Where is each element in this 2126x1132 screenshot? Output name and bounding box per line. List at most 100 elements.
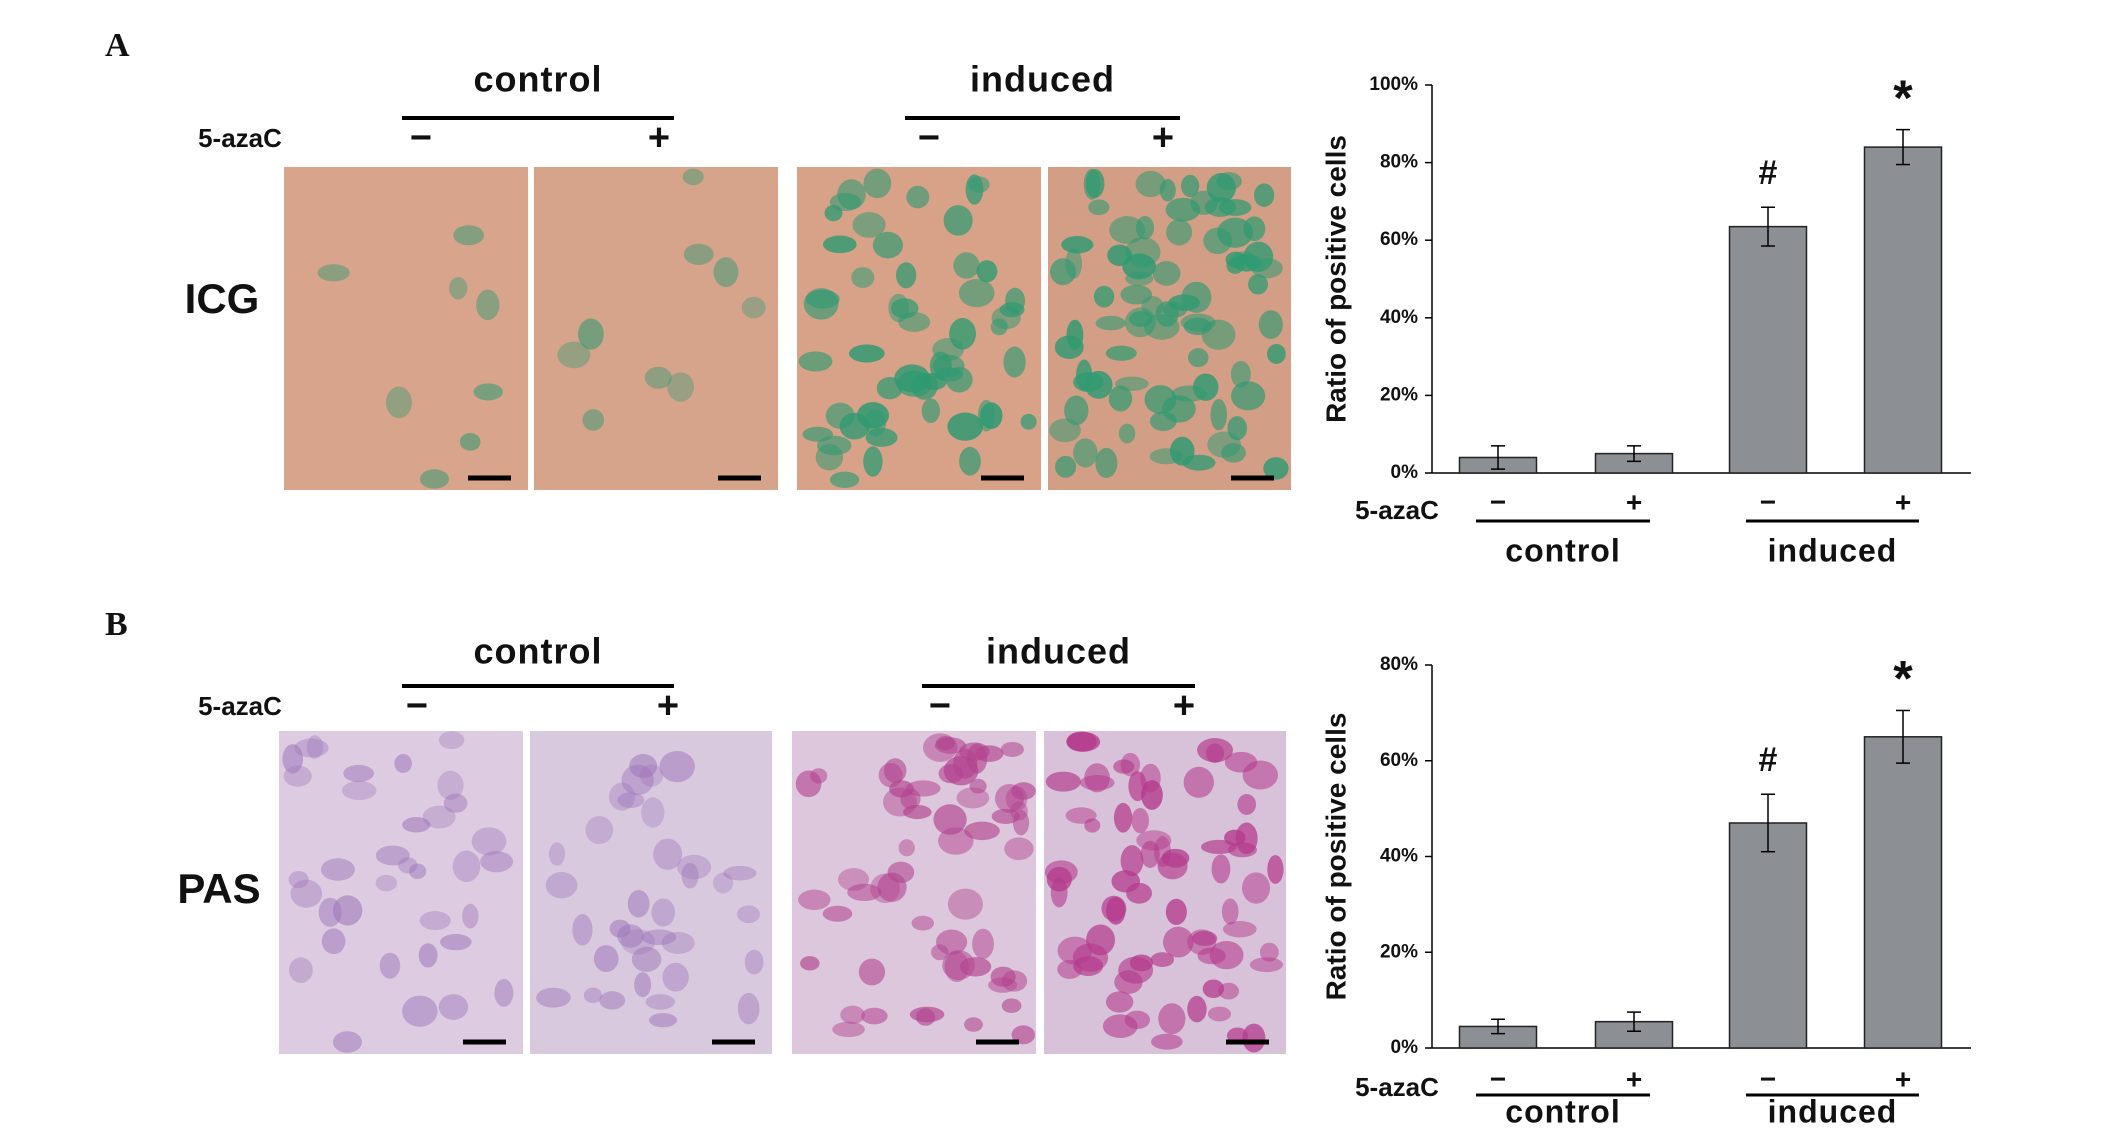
cell	[1011, 782, 1036, 800]
cell	[1083, 168, 1101, 200]
cell	[1241, 872, 1271, 904]
y-tick-label: 0%	[1391, 1037, 1419, 1058]
cell	[712, 872, 734, 894]
cell	[1210, 398, 1228, 431]
sign-label: −	[918, 117, 940, 159]
cell	[898, 839, 915, 857]
y-tick-label: 20%	[1380, 941, 1418, 962]
cell	[1050, 877, 1068, 908]
cell	[935, 735, 955, 751]
bar	[1863, 146, 1943, 474]
cell	[634, 972, 652, 998]
cell	[379, 952, 401, 979]
cell	[822, 905, 853, 922]
cell	[1003, 346, 1026, 378]
cell	[991, 808, 1020, 824]
cell	[1084, 763, 1110, 793]
treatment-label: 5-azaC	[198, 123, 282, 153]
cell	[958, 279, 995, 308]
bar	[1728, 822, 1808, 1049]
cell	[1143, 314, 1180, 340]
x-tick-label: +	[1895, 486, 1911, 517]
micrograph	[792, 731, 1036, 1054]
cell	[453, 225, 485, 246]
cell	[832, 1021, 865, 1038]
cell	[332, 1031, 362, 1053]
cell	[1230, 381, 1266, 411]
cell	[1118, 423, 1136, 444]
cell	[1249, 957, 1284, 973]
cell	[1125, 237, 1161, 267]
cell	[1225, 251, 1247, 268]
cell	[419, 911, 451, 931]
sign-label: −	[406, 685, 428, 727]
cell	[375, 874, 398, 892]
group-label: control	[1505, 1093, 1620, 1129]
cell	[438, 731, 465, 749]
sign-label: +	[1173, 685, 1195, 727]
cell	[959, 742, 990, 761]
cell	[1206, 173, 1236, 203]
cell	[282, 744, 304, 774]
cell	[653, 838, 683, 870]
cell	[1207, 1006, 1232, 1022]
y-tick-label: 20%	[1380, 384, 1418, 405]
cell	[1165, 197, 1201, 222]
x-tick-label: +	[1626, 1063, 1642, 1094]
cell	[872, 231, 903, 259]
cell	[408, 863, 427, 879]
cell	[649, 1013, 678, 1028]
cell	[911, 915, 935, 931]
cell	[317, 264, 350, 282]
cell	[959, 957, 992, 977]
cell	[609, 919, 631, 938]
cell	[744, 949, 764, 975]
significance-mark: #	[1759, 154, 1778, 192]
cell	[1113, 802, 1133, 833]
cell	[443, 793, 468, 813]
cell	[306, 735, 324, 759]
cell	[471, 827, 507, 856]
cell	[629, 754, 658, 779]
cell	[933, 804, 967, 835]
cell	[1064, 395, 1089, 426]
cell	[1120, 845, 1144, 877]
cell	[1141, 780, 1163, 810]
cell	[1183, 766, 1214, 798]
cell	[1205, 743, 1225, 764]
group-label: control	[1505, 532, 1620, 568]
micrograph	[279, 731, 523, 1054]
cell	[795, 770, 822, 798]
cell	[915, 1008, 936, 1026]
cell	[1192, 373, 1219, 401]
cell	[1151, 1033, 1183, 1050]
cell	[480, 851, 514, 873]
cell	[837, 179, 866, 210]
cell	[572, 914, 593, 946]
cell	[683, 243, 714, 265]
cell	[1211, 854, 1231, 884]
cell	[585, 816, 614, 845]
cell	[440, 933, 472, 951]
cell	[1001, 998, 1022, 1013]
cell	[667, 372, 694, 402]
cell	[863, 168, 892, 199]
cell	[473, 383, 503, 401]
cell	[906, 185, 930, 209]
cell	[1207, 431, 1242, 458]
y-axis-label: Ratio of positive cells	[1320, 713, 1351, 1001]
cell	[852, 212, 886, 238]
x-tick-label: −	[1760, 1063, 1776, 1094]
cell	[599, 991, 626, 1010]
cell	[645, 994, 676, 1010]
cell	[1095, 447, 1118, 479]
cell	[865, 428, 898, 447]
cell	[682, 168, 704, 186]
cell	[1054, 335, 1084, 360]
x-tick-label: −	[1490, 486, 1506, 517]
cell	[681, 862, 699, 889]
cell	[288, 957, 313, 983]
cell	[943, 205, 973, 236]
micrograph	[530, 731, 772, 1054]
x-axis-label: 5-azaC	[1355, 495, 1439, 525]
